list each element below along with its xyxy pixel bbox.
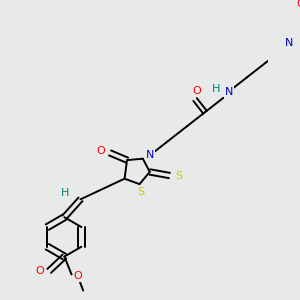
Text: N: N: [285, 38, 293, 48]
Text: S: S: [137, 187, 144, 197]
Text: S: S: [175, 170, 182, 181]
Text: N: N: [285, 38, 293, 48]
Text: O: O: [97, 146, 106, 156]
Text: O: O: [296, 0, 300, 9]
Text: N: N: [224, 87, 233, 97]
Text: O: O: [193, 85, 201, 96]
Text: H: H: [212, 84, 220, 94]
Text: O: O: [36, 266, 45, 276]
Text: O: O: [74, 271, 82, 281]
Text: N: N: [146, 150, 154, 160]
Text: H: H: [61, 188, 70, 198]
